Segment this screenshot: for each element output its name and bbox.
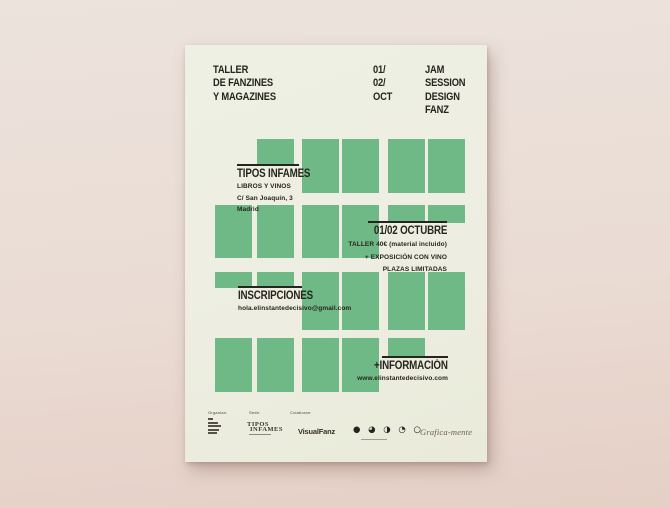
venue-address: LIBROS Y VINOS C/ San Joaquín, 3 Madrid xyxy=(237,181,293,216)
poster-title-line: TALLER xyxy=(213,64,249,76)
details-line: + EXPOSICIÓN CON VINO xyxy=(364,253,447,261)
organizer-logo xyxy=(208,418,221,436)
venue-divider xyxy=(237,164,299,166)
grid-square xyxy=(257,205,294,258)
event-line: DESIGN xyxy=(425,90,460,103)
date-line: 02/ xyxy=(373,77,386,90)
grid-square xyxy=(388,338,425,356)
venue-logo-label: Sede: xyxy=(249,410,261,415)
poster-title: TALLER DE FANZINES Y MAGAZINES xyxy=(213,64,287,104)
grid-square xyxy=(302,338,339,392)
grid-square xyxy=(342,139,379,193)
signup-divider xyxy=(238,286,302,288)
moon-phases-caption xyxy=(361,439,387,440)
grid-square xyxy=(388,139,425,193)
venue-line: C/ San Joaquín, 3 xyxy=(237,194,293,202)
tipos-infames-tagline xyxy=(249,434,271,435)
grid-square xyxy=(342,338,379,392)
moon-phases-logo: ● ◕ ◑ ◔ ○ xyxy=(353,425,424,435)
grafica-mente-logo: Grafica-mente xyxy=(420,427,473,437)
venue-line: LIBROS Y VINOS xyxy=(237,183,291,190)
grid-square xyxy=(257,272,294,288)
grid-square xyxy=(342,205,379,258)
venue-heading: TIPOS INFAMES xyxy=(237,168,311,180)
details-text: TALLER 40€ (material incluido) + EXPOSIC… xyxy=(307,239,447,277)
info-website: www.elinstantedecisivo.com xyxy=(357,375,448,382)
venue-line: Madrid xyxy=(237,206,259,213)
poster-event-name: JAM SESSION DESIGN FANZ xyxy=(425,64,473,117)
grid-square xyxy=(388,205,425,223)
event-line: FANZ xyxy=(425,103,449,116)
fanzine-workshop-poster: TALLER DE FANZINES Y MAGAZINES 01/ 02/ O… xyxy=(185,45,487,462)
info-heading: +INFORMACIÓN xyxy=(374,360,448,372)
tipos-infames-logo: TIPOS INFAMES xyxy=(247,421,283,435)
signup-heading: INSCRIPCIONES xyxy=(238,290,313,302)
collaborators-label: Colaboran: xyxy=(290,410,312,415)
poster-title-line: Y MAGAZINES xyxy=(213,90,276,103)
organizer-label: Organiza: xyxy=(208,410,228,415)
grid-square xyxy=(215,205,252,258)
grid-square xyxy=(428,272,465,330)
grid-square xyxy=(342,272,379,330)
grid-square xyxy=(302,205,339,258)
date-line: OCT xyxy=(373,90,393,103)
grid-square xyxy=(428,205,465,223)
grid-square xyxy=(215,272,252,288)
date-line: 01/ xyxy=(373,64,386,76)
grid-square xyxy=(388,272,425,330)
details-heading: 01/02 OCTUBRE xyxy=(373,225,447,237)
details-line: TALLER 40€ (material incluido) xyxy=(348,241,447,248)
event-line: SESSION xyxy=(425,77,466,90)
info-divider xyxy=(382,356,448,358)
grid-square xyxy=(302,272,339,330)
details-divider xyxy=(368,221,447,223)
poster-title-line: DE FANZINES xyxy=(213,77,273,90)
details-line: PLAZAS LIMITADAS xyxy=(382,266,447,273)
grid-square xyxy=(257,338,294,392)
poster-dates: 01/ 02/ OCT xyxy=(373,64,396,104)
grid-square xyxy=(428,139,465,193)
grid-square xyxy=(302,139,339,193)
grid-square xyxy=(257,139,294,166)
signup-email: hola.elinstantedecisivo@gmail.com xyxy=(238,305,352,312)
visualfanz-logo: VisualFanz xyxy=(298,427,336,436)
grid-square xyxy=(215,338,252,392)
event-line: JAM xyxy=(425,64,445,76)
